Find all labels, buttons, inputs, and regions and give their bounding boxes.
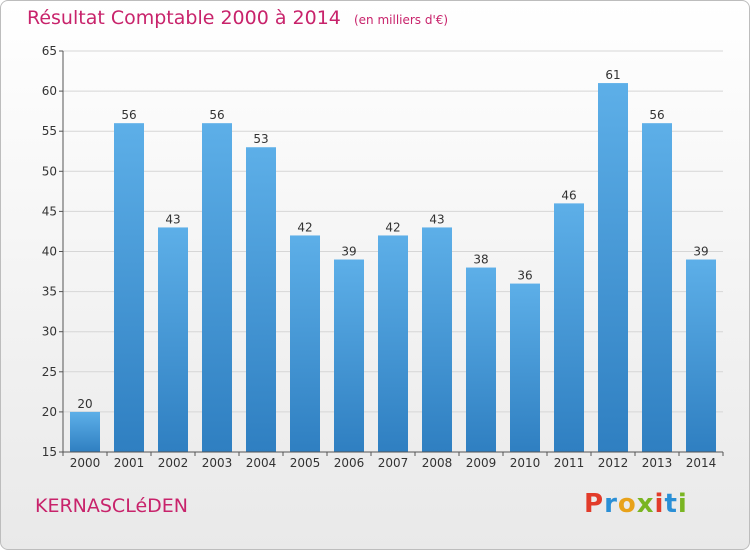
bar-2010 bbox=[510, 283, 540, 452]
x-tick-label-2011: 2011 bbox=[554, 456, 585, 470]
y-tick-label: 25 bbox=[42, 365, 57, 379]
data-label-2009: 38 bbox=[473, 253, 488, 267]
bars bbox=[70, 83, 716, 453]
logo-letter: P bbox=[584, 489, 605, 519]
logo-letter: t bbox=[664, 489, 678, 519]
bar-2008 bbox=[422, 227, 452, 452]
bar-2005 bbox=[290, 235, 320, 452]
x-tick-label-2002: 2002 bbox=[158, 456, 189, 470]
data-labels: 20 56 43 56 53 42 39 42 43 38 36 46 61 56 39 bbox=[77, 68, 708, 411]
x-tick-label-2001: 2001 bbox=[114, 456, 145, 470]
bar-2009 bbox=[466, 267, 496, 452]
bar-2000 bbox=[70, 411, 100, 452]
logo-letter: i bbox=[654, 489, 665, 519]
bar-2004 bbox=[246, 147, 276, 453]
bar-2001 bbox=[114, 123, 144, 453]
y-tick-label: 65 bbox=[42, 44, 57, 58]
y-tick-label: 55 bbox=[42, 124, 57, 138]
data-label-2011: 46 bbox=[561, 188, 576, 202]
x-tick-label-2007: 2007 bbox=[378, 456, 409, 470]
chart-title-unit: (en milliers d'€) bbox=[353, 13, 449, 27]
bar-2006 bbox=[334, 259, 364, 452]
y-tick-label: 35 bbox=[42, 285, 57, 299]
commune-name: KERNASCLéDEN bbox=[35, 495, 188, 517]
logo-letter: r bbox=[604, 489, 618, 519]
data-label-2010: 36 bbox=[517, 269, 532, 283]
logo-letter: x bbox=[636, 489, 655, 519]
y-tick-label: 50 bbox=[42, 164, 57, 178]
chart-title-main: Résultat Comptable 2000 à 2014 bbox=[27, 7, 341, 29]
bar-2011 bbox=[554, 203, 584, 452]
data-label-2012: 61 bbox=[605, 68, 620, 82]
x-tick-label-2009: 2009 bbox=[466, 456, 497, 470]
x-tick-label-2014: 2014 bbox=[686, 456, 717, 470]
data-label-2006: 39 bbox=[341, 245, 356, 259]
y-tick-label: 45 bbox=[42, 204, 57, 218]
y-tick-label: 15 bbox=[42, 445, 57, 459]
bar-2013 bbox=[642, 123, 672, 453]
y-axis: 15 20 25 30 35 40 45 50 55 60 65 bbox=[42, 44, 64, 459]
x-tick-label-2012: 2012 bbox=[598, 456, 629, 470]
data-label-2001: 56 bbox=[121, 108, 136, 122]
x-tick-label-2008: 2008 bbox=[422, 456, 453, 470]
bar-2003 bbox=[202, 123, 232, 453]
data-label-2003: 56 bbox=[209, 108, 224, 122]
y-tick-label: 20 bbox=[42, 405, 57, 419]
logo-letter: i bbox=[677, 489, 688, 519]
data-label-2008: 43 bbox=[429, 212, 444, 226]
x-axis: 2000 2001 2002 2003 2004 2005 2006 2007 2008 2009… bbox=[62, 451, 724, 470]
bar-2007 bbox=[378, 235, 408, 452]
x-tick-label-2000: 2000 bbox=[70, 456, 101, 470]
y-tick-label: 60 bbox=[42, 84, 57, 98]
y-tick-label: 30 bbox=[42, 325, 57, 339]
x-tick-label-2010: 2010 bbox=[510, 456, 541, 470]
data-label-2013: 56 bbox=[649, 108, 664, 122]
bar-2014 bbox=[686, 259, 716, 452]
data-label-2005: 42 bbox=[297, 220, 312, 234]
bar-2012 bbox=[598, 83, 628, 452]
bar-2002 bbox=[158, 227, 188, 452]
logo-letter: o bbox=[617, 489, 637, 519]
data-label-2000: 20 bbox=[77, 397, 92, 411]
data-label-2002: 43 bbox=[165, 212, 180, 226]
data-label-2014: 39 bbox=[693, 245, 708, 259]
x-tick-label-2003: 2003 bbox=[202, 456, 233, 470]
x-tick-label-2006: 2006 bbox=[334, 456, 365, 470]
y-tick-label: 40 bbox=[42, 245, 57, 259]
x-tick-label-2005: 2005 bbox=[290, 456, 321, 470]
x-tick-label-2004: 2004 bbox=[246, 456, 277, 470]
data-label-2004: 53 bbox=[253, 132, 268, 146]
data-label-2007: 42 bbox=[385, 220, 400, 234]
proxiti-logo: Proxiti bbox=[584, 489, 688, 519]
x-tick-label-2013: 2013 bbox=[642, 456, 673, 470]
chart-title: Résultat Comptable 2000 à 2014 (en milli… bbox=[27, 7, 448, 29]
